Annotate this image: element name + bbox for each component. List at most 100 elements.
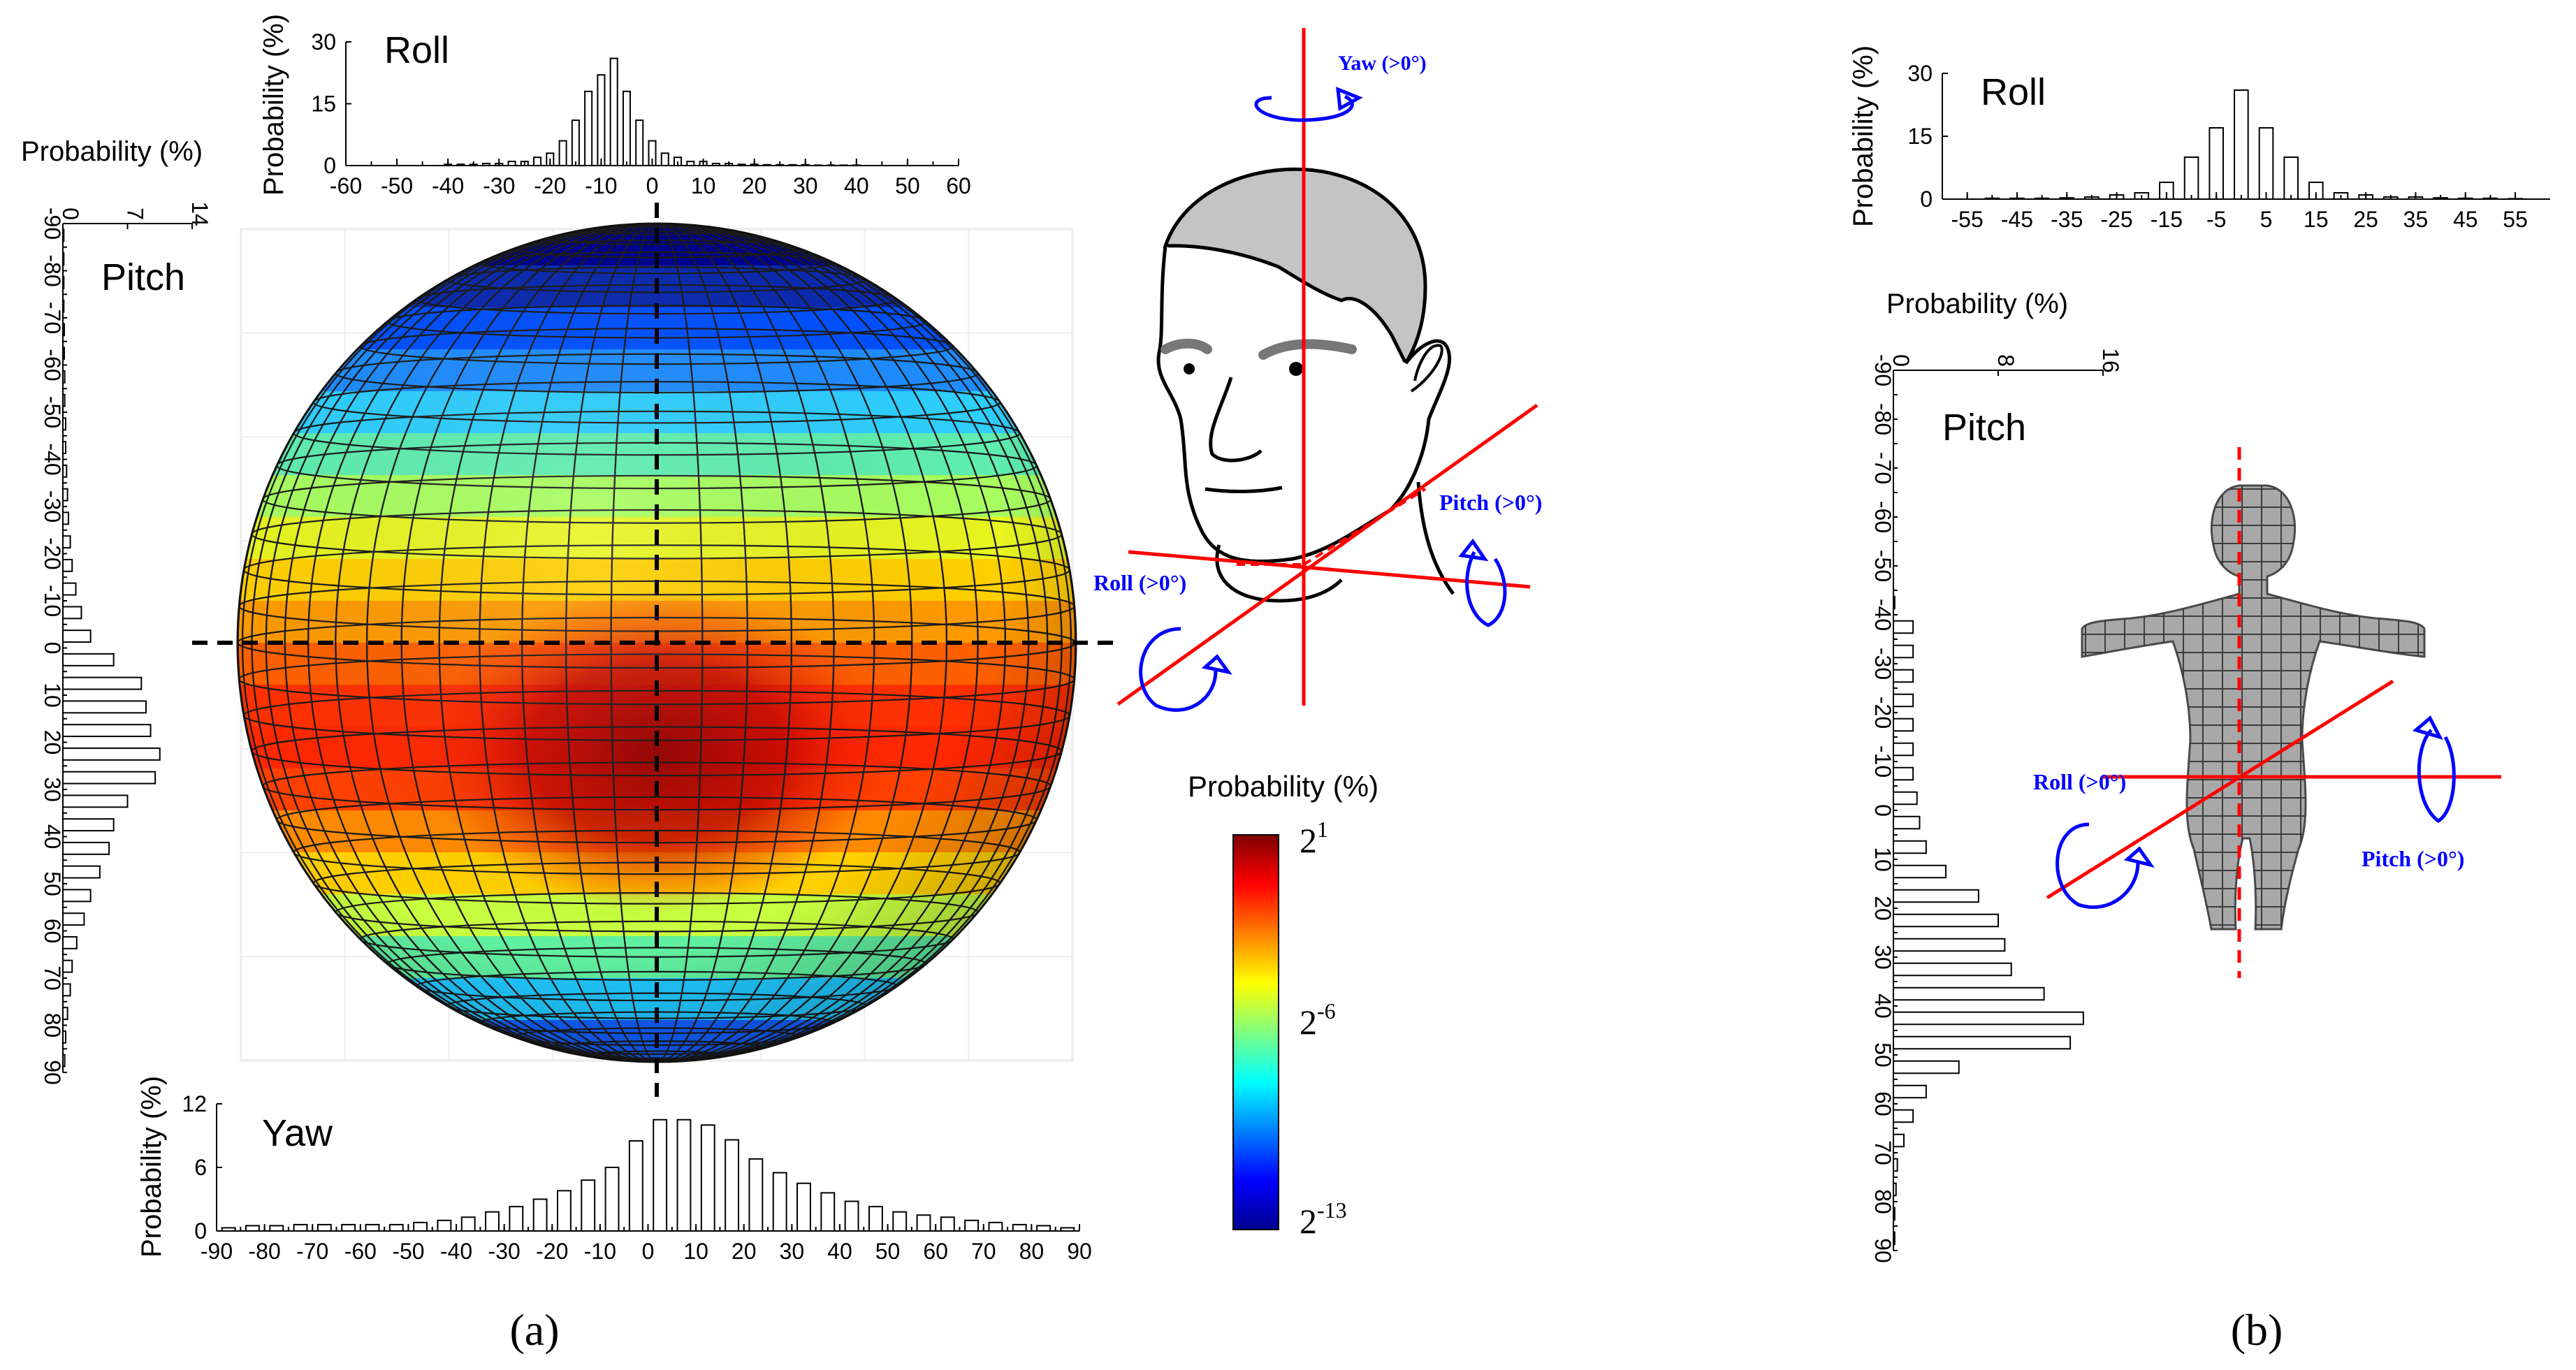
roll-rotation-arrow [1139,627,1218,712]
y-tick-label: 70 [40,965,65,991]
y-tick-label: -50 [1870,550,1895,582]
bar [2183,156,2199,200]
x-tick-label: -55 [1951,207,1984,232]
head-hair [1163,167,1427,367]
bar [62,676,143,690]
x-tick-label: 60 [923,1239,948,1264]
y-tick-label: -50 [40,396,65,428]
bar [1893,1060,1960,1074]
x-tick-label: 15 [2304,207,2329,232]
y-tick-label: -80 [40,254,65,286]
x-tick-label: 45 [2453,207,2478,232]
y-tick-label: -60 [40,349,65,381]
y-tick-label: 30 [40,777,65,802]
y-tick-label: 80 [1870,1189,1895,1214]
roll-rotation-arrow-body [2055,822,2140,910]
bar [1893,1109,1914,1123]
x-tick-label: -35 [2051,207,2083,232]
pitch-label-head: Pitch (>0°) [1439,490,1542,515]
bar [609,57,618,166]
head-right-eye [1289,362,1303,376]
colorbar: Probability (%) 21 2-6 2-13 [1188,770,1378,1241]
bar [604,1167,620,1232]
x-tick-label: 80 [1019,1239,1045,1264]
x-tick-label: -30 [488,1239,521,1264]
y-tick-label: 50 [1870,1042,1895,1067]
x-tick-label: 50 [875,1239,901,1264]
y-tick-label: -20 [40,537,65,569]
y-tick-label: -60 [1870,501,1895,533]
head-nose [1209,377,1262,462]
bar [868,1206,883,1232]
bar [1893,864,1946,879]
pitch-histogram-b: -90 -80 -70 -60 -50 -40 -30 -20 -10 0 10 20 30 40 50 60… [1870,289,2123,1263]
bar [988,1221,1003,1232]
x-tick-label: 30 [793,173,818,198]
head-neck [1215,481,1455,603]
bar [1893,644,1914,659]
y-tick-label: 10 [1870,847,1895,872]
head-left-eyebrow [1160,338,1212,354]
y-tick-label: 40 [1870,993,1895,1019]
bar [62,653,115,666]
panel-b-label: (b) [2231,1305,2283,1355]
y-tick-label: 12 [182,1091,207,1116]
x-tick-label: 0 [58,207,83,220]
y-tick-label: 60 [40,919,65,944]
x-tick-label: -45 [2001,207,2033,232]
y-tick-label: 30 [1907,61,1933,86]
colorbar-title: Probability (%) [1188,770,1378,803]
bar [1893,1011,2084,1026]
x-tick-label: 20 [732,1239,757,1264]
bar [2258,127,2274,200]
x-tick-label: -50 [381,173,413,198]
x-tick-label: -15 [2151,207,2183,232]
y-tick-label: -90 [40,207,65,240]
bar [1893,938,2006,952]
bar [245,1225,260,1232]
y-tick-label: -20 [1870,697,1895,729]
y-tick-label: 20 [40,730,65,755]
bar [772,1172,787,1232]
y-tick-label: 0 [1920,187,1933,212]
bar [796,1182,811,1232]
yaw-histogram-a: -90 -80 -70 -60 -50 -40 -30 -20 -10 0 10 20 30 40 50 60… [136,1076,1092,1264]
x-tick-label: -5 [2206,207,2226,232]
roll-label-head: Roll (>0°) [1093,570,1186,595]
bar [1012,1223,1027,1232]
y-tick-label: 50 [40,871,65,896]
y-tick-label: -70 [40,302,65,334]
x-tick-label: -50 [392,1239,424,1264]
x-tick-label: -60 [344,1239,377,1264]
bar [820,1192,836,1232]
bar [653,1118,668,1232]
bar [1893,889,1979,903]
y-tick-label: -80 [1870,403,1895,435]
bar [2208,127,2225,200]
bar [1893,1084,1927,1099]
head-right-eyebrow [1258,339,1357,360]
yaw-label: Yaw (>0°) [1338,52,1427,75]
bar [437,1219,452,1232]
bar [622,90,631,166]
x-tick-label: 35 [2403,207,2429,232]
probability-sphere [192,203,1118,1097]
x-tick-label: 25 [2353,207,2378,232]
svg-text:21: 21 [1300,817,1328,860]
y-tick-label: 6 [194,1155,207,1180]
bar [2234,89,2249,200]
x-tick-label: 40 [827,1239,852,1264]
bar [700,1124,715,1232]
colorbar-tick-mid-base: 2 [1300,1003,1317,1042]
y-tick-label: 80 [40,1013,65,1038]
bar [676,1118,692,1232]
bar [628,1140,643,1232]
head-axes-diagram: Yaw (>0°) Pitch (>0°) Roll (>0°) [1093,28,1542,712]
chart-title: Roll [1981,71,2046,113]
bar [1893,986,2045,1001]
x-tick-label: 16 [2098,348,2123,373]
chart-title: Pitch [1942,407,2026,449]
y-tick-label: 20 [1870,896,1895,921]
